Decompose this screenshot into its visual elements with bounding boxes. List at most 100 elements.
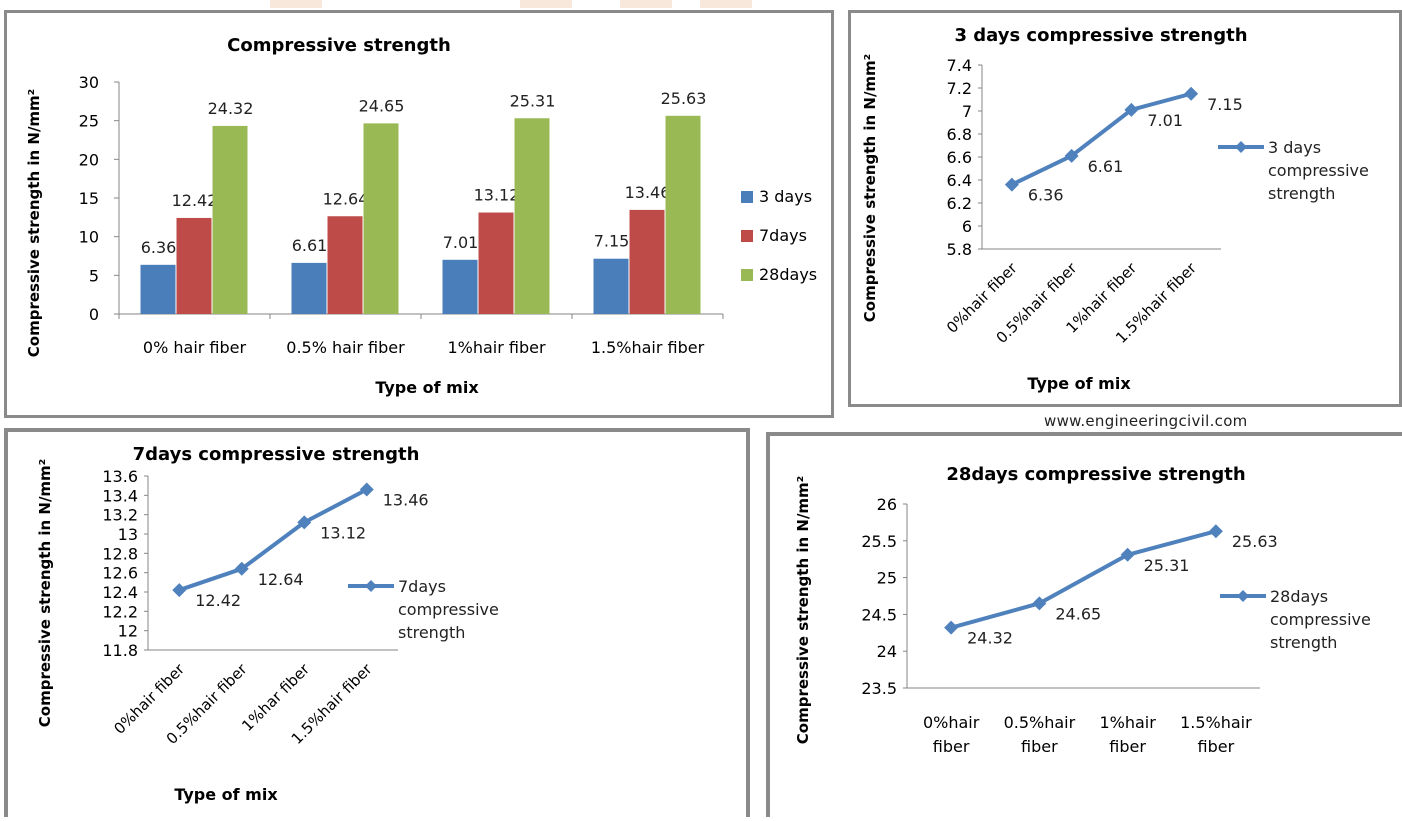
y-tick-label: 13.6: [102, 467, 138, 486]
data-label: 24.32: [208, 99, 254, 118]
legend-label: compressive: [398, 600, 499, 619]
legend-marker: [1235, 141, 1247, 153]
x-tick-label: 1.5%hair: [1180, 713, 1252, 732]
bar: [140, 264, 176, 314]
chart-title: 7days compressive strength: [133, 444, 420, 465]
y-tick-label: 13.2: [102, 506, 138, 525]
legend-label: strength: [398, 623, 465, 642]
data-label: 12.42: [172, 191, 218, 210]
legend-label: 7days: [759, 226, 807, 245]
legend-label: 3 days: [1268, 138, 1321, 157]
website-watermark: www.engineeringcivil.com: [1044, 412, 1248, 430]
y-tick-label: 13.4: [102, 486, 138, 505]
data-point-marker: [297, 515, 312, 530]
line-chart-7-days: 7days compressive strength Compressive st…: [36, 444, 499, 804]
28-days-line-chart-panel: 28days compressive strength Compressive s…: [766, 432, 1402, 817]
data-point-marker: [1064, 148, 1079, 163]
y-tick-label: 25.5: [861, 532, 897, 551]
y-tick-label: 15: [79, 189, 99, 208]
x-axis-label: Type of mix: [1027, 374, 1131, 393]
x-tick-label: 1%hair: [1099, 713, 1156, 732]
y-tick-label: 7: [962, 102, 972, 121]
bar: [665, 115, 701, 314]
series-line: [1009, 91, 1194, 187]
y-tick-label: 0: [89, 305, 99, 324]
line-chart-3-days: 3 days compressive strength Compressive s…: [861, 25, 1369, 393]
data-label: 13.12: [320, 523, 366, 542]
y-tick-label: 25: [79, 112, 99, 131]
bar-chart: Compressive strength Compressive strength…: [25, 35, 817, 397]
y-tick-label: 6.4: [947, 171, 972, 190]
y-axis-label: Compressive strength in N/mm²: [861, 54, 879, 322]
x-tick-label: fiber: [1021, 737, 1058, 756]
y-tick-label: 6.6: [947, 148, 972, 167]
y-tick-label: 6.8: [947, 125, 972, 144]
y-tick-label: 5: [89, 266, 99, 285]
data-point-marker: [1032, 596, 1047, 611]
data-label: 7.15: [1207, 95, 1243, 114]
x-tick-label: 1%hair fiber: [447, 338, 546, 357]
bar: [176, 217, 212, 314]
7-days-line-chart-panel: 7days compressive strength Compressive st…: [4, 428, 750, 817]
series-line: [177, 487, 369, 593]
x-tick-label: fiber: [1198, 737, 1235, 756]
x-tick-label: 0% hair fiber: [143, 338, 247, 357]
legend-label: 28days: [1270, 587, 1328, 606]
chart-title: 28days compressive strength: [946, 464, 1245, 485]
data-label: 6.36: [1028, 186, 1064, 205]
series-line: [949, 529, 1218, 630]
data-label: 12.64: [323, 189, 369, 208]
bar: [291, 262, 327, 314]
legend-label: 28days: [759, 265, 817, 284]
legend-swatch: [741, 230, 753, 242]
decorative-band: [270, 0, 322, 8]
y-tick-label: 7.4: [947, 56, 972, 75]
bar: [629, 209, 665, 314]
y-tick-label: 12: [118, 622, 138, 641]
chart-title: 3 days compressive strength: [954, 25, 1247, 46]
legend-swatch: [741, 269, 753, 281]
x-axis-label: Type of mix: [375, 378, 479, 397]
x-tick-label: fiber: [933, 737, 970, 756]
y-tick-label: 13: [118, 525, 138, 544]
legend-label: compressive: [1268, 161, 1369, 180]
y-tick-label: 26: [877, 495, 897, 514]
y-tick-label: 20: [79, 150, 99, 169]
data-point-marker: [1184, 86, 1199, 101]
legend-label: compressive: [1270, 610, 1371, 629]
y-tick-label: 12.6: [102, 564, 138, 583]
compressive-strength-bar-chart-panel: Compressive strength Compressive strength…: [4, 10, 834, 418]
y-axis-label: Compressive strength in N/mm²: [25, 89, 43, 357]
legend-label: 7days: [398, 577, 446, 596]
data-label: 6.61: [292, 236, 328, 255]
data-label: 24.65: [359, 96, 405, 115]
y-tick-label: 11.8: [102, 641, 138, 660]
bar: [363, 123, 399, 314]
legend-label: strength: [1270, 633, 1337, 652]
y-tick-label: 25: [877, 569, 897, 588]
legend-label: strength: [1268, 184, 1335, 203]
bar: [593, 258, 629, 314]
x-tick-label: 0.5%hair: [1004, 713, 1076, 732]
legend-marker: [1237, 590, 1249, 602]
data-label: 7.01: [443, 233, 479, 252]
data-label: 13.46: [625, 183, 671, 202]
data-label: 6.36: [141, 238, 177, 257]
data-point-marker: [234, 561, 249, 576]
y-tick-label: 6: [962, 217, 972, 236]
data-label: 12.42: [195, 591, 241, 610]
y-tick-label: 30: [79, 73, 99, 92]
y-tick-label: 24: [877, 642, 897, 661]
data-label: 25.31: [510, 91, 556, 110]
data-point-marker: [172, 583, 187, 598]
x-axis-label: Type of mix: [174, 785, 278, 804]
chart-title: Compressive strength: [227, 35, 451, 56]
legend-marker: [365, 580, 377, 592]
data-label: 25.63: [1232, 532, 1278, 551]
decorative-band: [620, 0, 672, 8]
y-tick-label: 6.2: [947, 194, 972, 213]
data-label: 12.64: [258, 570, 304, 589]
y-tick-label: 12.2: [102, 602, 138, 621]
y-tick-label: 12.8: [102, 544, 138, 563]
bar: [442, 259, 478, 314]
